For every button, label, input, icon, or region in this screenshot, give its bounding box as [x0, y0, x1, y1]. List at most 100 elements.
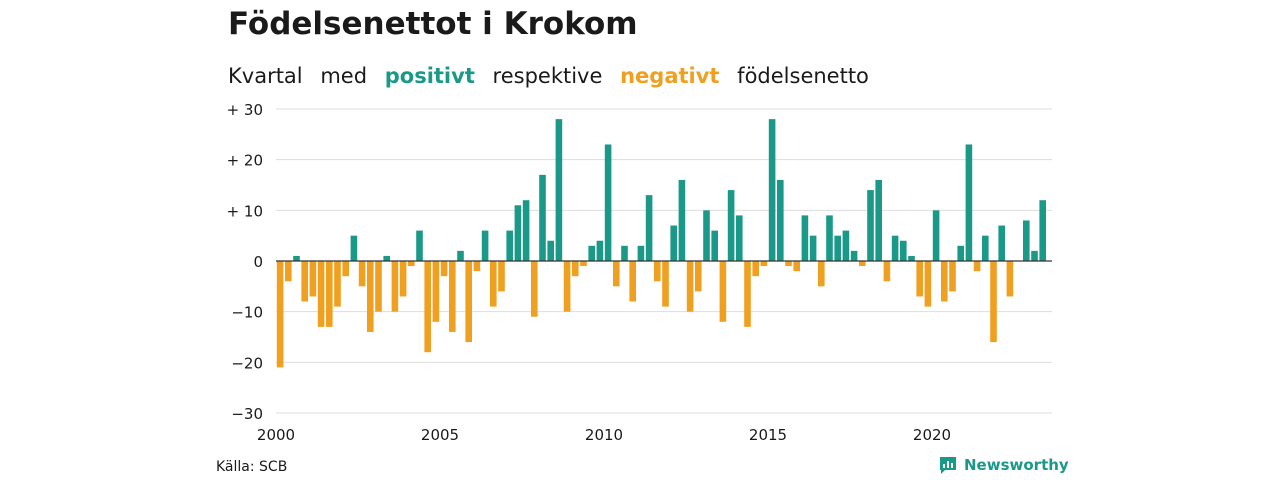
- bar-negative: [449, 261, 456, 332]
- bar-positive: [604, 144, 612, 261]
- bar-negative: [285, 261, 292, 282]
- bar-positive: [588, 245, 595, 261]
- bar-positive: [621, 245, 628, 261]
- bar-positive: [481, 230, 489, 261]
- y-tick-label: −10: [231, 304, 263, 322]
- bar-positive: [350, 235, 358, 261]
- bar-negative: [760, 261, 768, 267]
- x-tick-label: 2000: [257, 426, 295, 444]
- x-tick-label: 2015: [749, 426, 787, 444]
- bar-positive: [1039, 200, 1046, 261]
- bar-positive: [637, 245, 645, 261]
- bar-positive: [809, 235, 817, 261]
- bar-positive: [293, 255, 300, 261]
- bar-positive: [547, 240, 554, 261]
- y-tick-label: −30: [231, 405, 263, 423]
- bar-positive: [522, 200, 530, 261]
- bar-negative: [752, 261, 759, 277]
- bar-negative: [580, 261, 587, 267]
- bar-positive: [555, 119, 563, 261]
- bar-positive: [1031, 250, 1038, 261]
- bar-negative: [367, 261, 374, 332]
- y-tick-label: −20: [231, 354, 263, 372]
- bar-positive: [736, 215, 743, 261]
- bar-negative: [695, 261, 702, 292]
- subtitle-word: respektive: [492, 64, 603, 88]
- bar-positive: [727, 190, 735, 261]
- bar-positive: [670, 225, 677, 261]
- bar-positive: [900, 240, 907, 261]
- subtitle-word: födelsenetto: [737, 64, 869, 88]
- bar-negative: [613, 261, 620, 287]
- bar-positive: [965, 144, 973, 261]
- bar-positive: [834, 235, 841, 261]
- bar-negative: [465, 261, 472, 343]
- bar-negative: [686, 261, 694, 312]
- bar-positive: [875, 179, 882, 261]
- bar-positive: [416, 230, 423, 261]
- bar-positive: [457, 250, 464, 261]
- bar-negative: [793, 261, 800, 272]
- grid-lines: [276, 108, 1052, 414]
- bar-positive: [842, 230, 850, 261]
- bar-negative: [276, 261, 284, 368]
- bar-negative: [326, 261, 333, 327]
- bar-negative: [408, 261, 415, 267]
- bar-negative: [662, 261, 669, 307]
- brand-logo: Newsworthy: [938, 455, 1069, 475]
- subtitle-positive-label: positivt: [384, 64, 475, 88]
- x-tick-label: 2020: [913, 426, 951, 444]
- bar-positive: [1023, 220, 1030, 261]
- bar-negative: [785, 261, 792, 267]
- bar-negative: [924, 261, 932, 307]
- y-tick-label: 0: [253, 253, 263, 271]
- bar-positive: [768, 119, 776, 261]
- bar-negative: [744, 261, 751, 327]
- bar-positive: [932, 210, 940, 261]
- bar-negative: [1006, 261, 1014, 297]
- bar-negative: [432, 261, 440, 322]
- y-tick-label: + 20: [227, 152, 263, 170]
- y-axis-labels: + 30 + 20 + 10 0 −10 −20 −30: [227, 101, 263, 423]
- bar-positive: [957, 245, 964, 261]
- bars: [276, 119, 1046, 368]
- bar-negative: [334, 261, 341, 307]
- bar-negative: [490, 261, 497, 307]
- bar-negative: [375, 261, 382, 312]
- bar-negative: [818, 261, 825, 287]
- bar-positive: [506, 230, 513, 261]
- bar-negative: [719, 261, 727, 322]
- y-tick-label: + 10: [227, 202, 263, 220]
- bar-positive: [826, 215, 833, 261]
- bar-positive: [383, 255, 390, 261]
- bar-negative: [473, 261, 481, 272]
- bar-negative: [342, 261, 349, 277]
- bar-negative: [990, 261, 997, 343]
- bar-negative: [531, 261, 538, 317]
- brand-name: Newsworthy: [964, 456, 1069, 474]
- x-tick-label: 2005: [421, 426, 459, 444]
- bar-negative: [440, 261, 448, 277]
- x-tick-label: 2010: [585, 426, 623, 444]
- bar-negative: [399, 261, 407, 297]
- bar-positive: [596, 240, 604, 261]
- newsworthy-logo-icon: [940, 457, 956, 474]
- bar-negative: [498, 261, 505, 292]
- bar-positive: [777, 179, 784, 261]
- bar-positive: [678, 179, 686, 261]
- bar-positive: [982, 235, 989, 261]
- bar-negative: [973, 261, 981, 272]
- bar-negative: [941, 261, 948, 302]
- subtitle-negative-label: negativt: [620, 64, 720, 88]
- chart-title: Födelsenettot i Krokom: [228, 6, 638, 42]
- bar-positive: [514, 205, 522, 261]
- bar-negative: [629, 261, 636, 302]
- bar-negative: [654, 261, 661, 282]
- x-axis-labels: 2000 2005 2010 2015 2020: [257, 426, 951, 444]
- bar-positive: [711, 230, 718, 261]
- bar-negative: [317, 261, 325, 327]
- subtitle-word: med: [320, 64, 368, 88]
- bar-negative: [391, 261, 399, 312]
- bar-positive: [908, 255, 915, 261]
